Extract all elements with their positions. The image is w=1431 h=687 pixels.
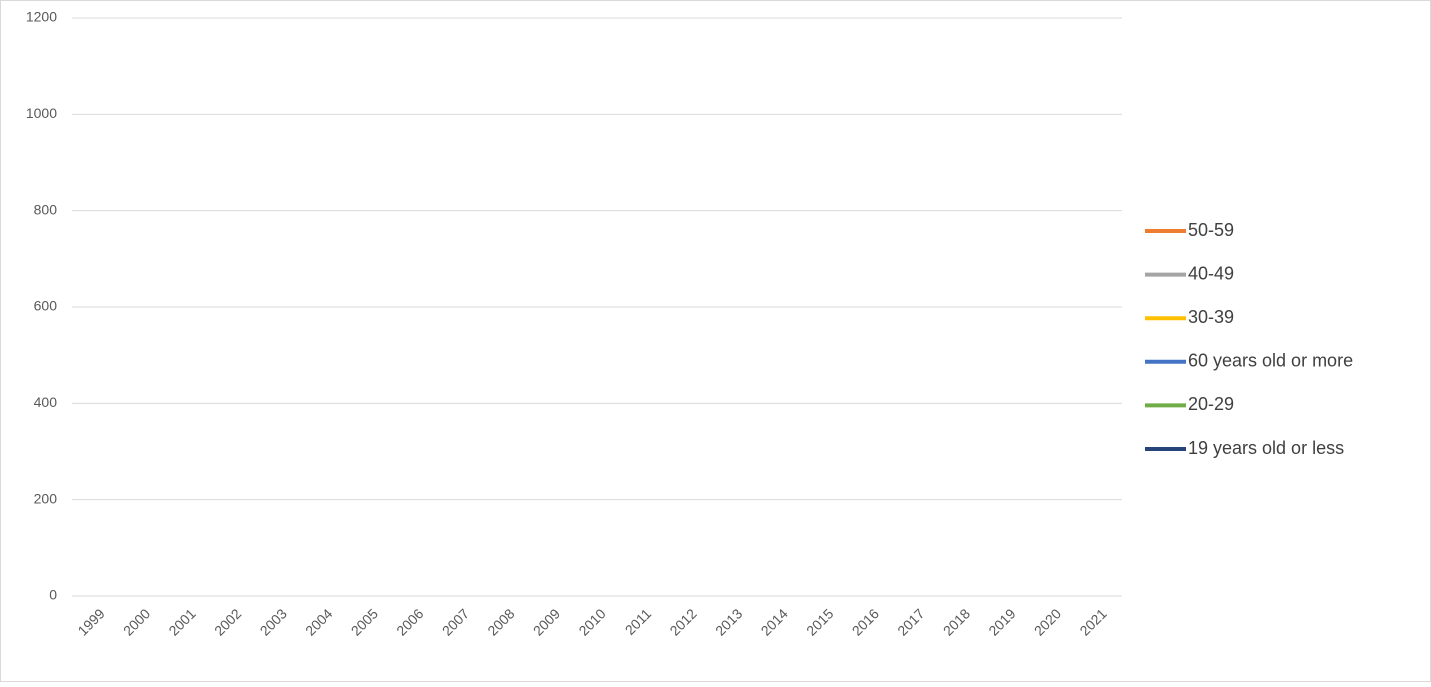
y-tick-label: 600 — [34, 298, 58, 314]
legend-label: 19 years old or less — [1188, 438, 1344, 458]
y-tick-label: 1000 — [26, 105, 57, 121]
y-tick-label: 800 — [34, 201, 58, 217]
legend-label: 60 years old or more — [1188, 351, 1353, 371]
y-tick-label: 1200 — [26, 9, 57, 25]
y-tick-label: 200 — [34, 490, 58, 506]
legend-label: 40-49 — [1188, 263, 1234, 283]
y-tick-label: 400 — [34, 394, 58, 410]
legend-label: 20-29 — [1188, 394, 1234, 414]
legend-label: 50-59 — [1188, 220, 1234, 240]
y-tick-label: 0 — [49, 587, 57, 603]
legend-label: 30-39 — [1188, 307, 1234, 327]
